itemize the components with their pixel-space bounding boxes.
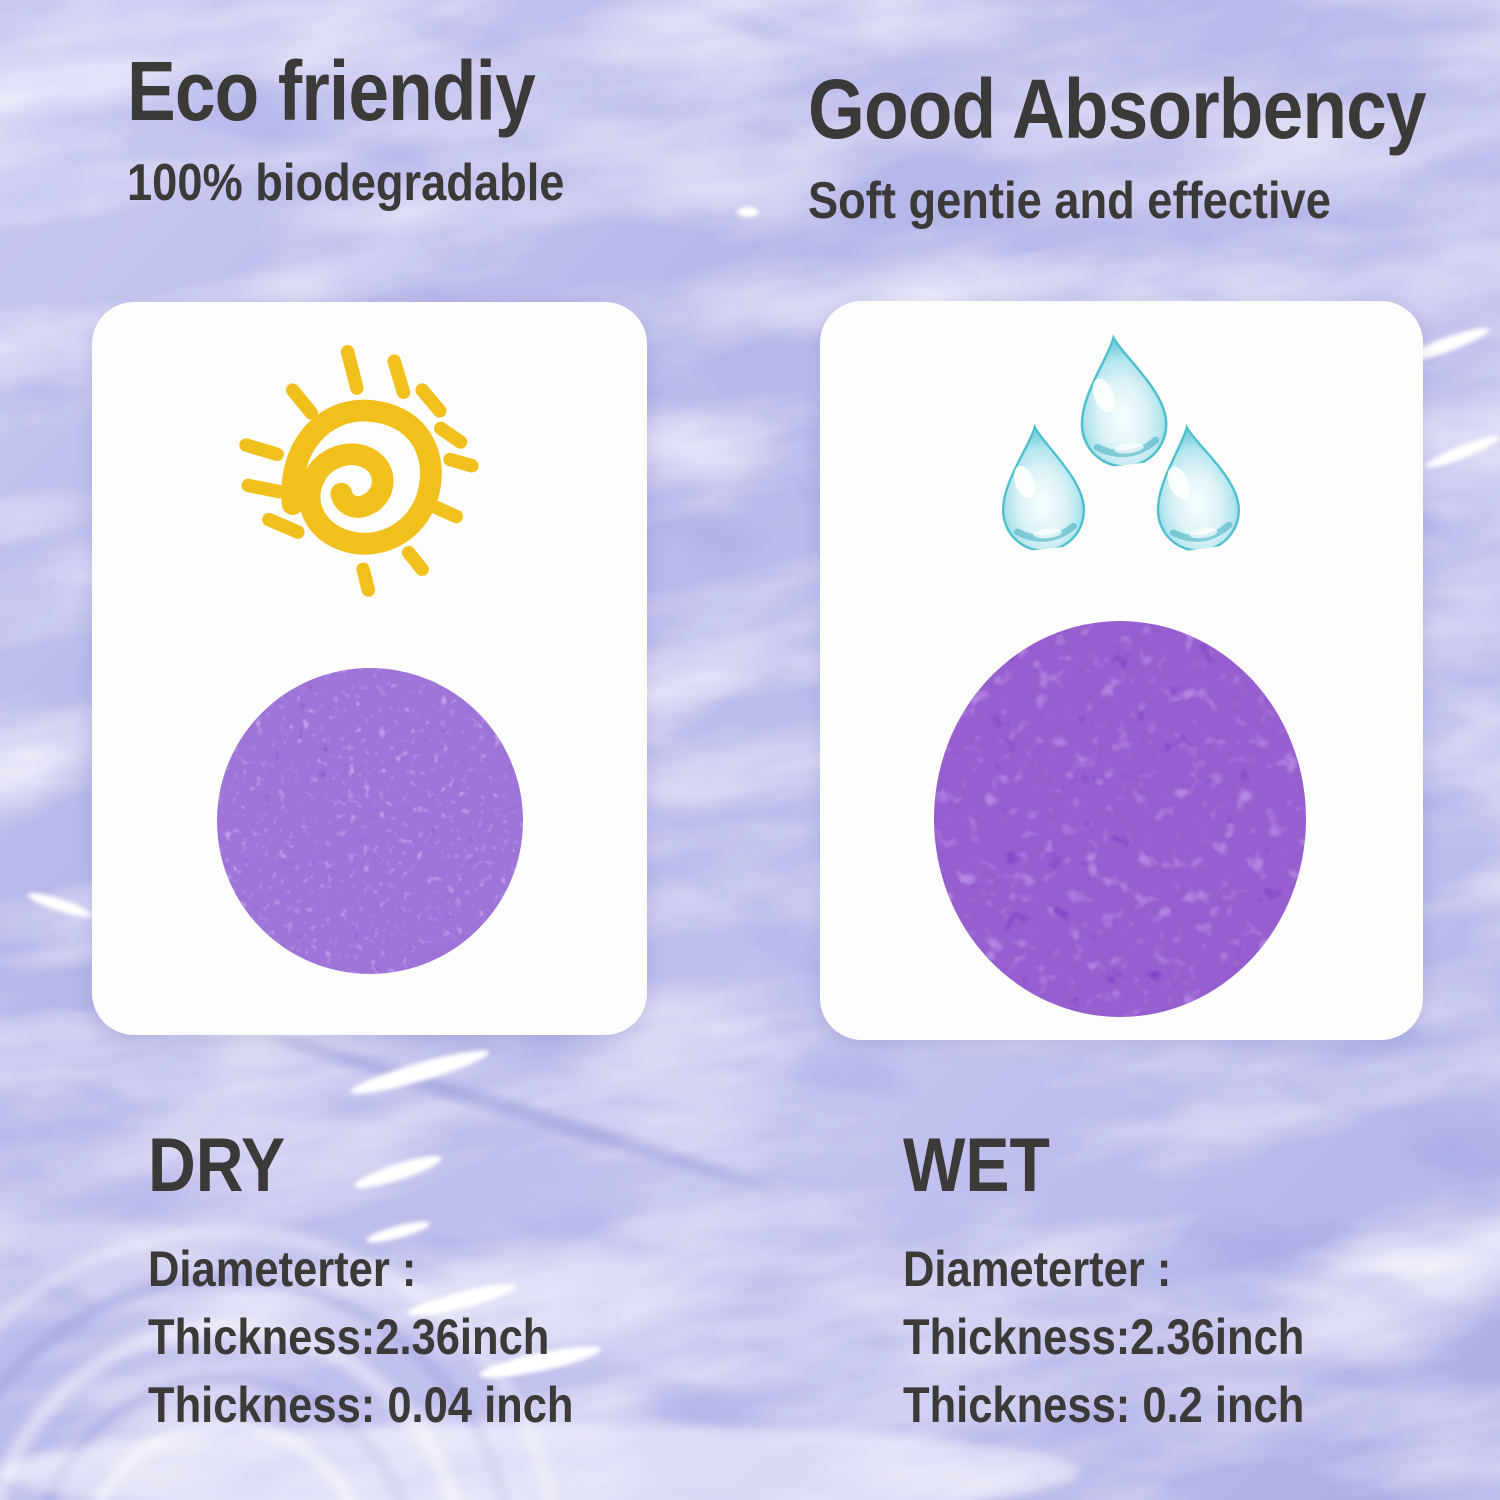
wet-thickness-line-2: Thickness: 0.2 inch bbox=[903, 1377, 1305, 1433]
water-glints bbox=[27, 207, 1500, 1378]
wet-sponge-image bbox=[934, 621, 1306, 1017]
sun-icon bbox=[210, 328, 510, 618]
eco-header: Eco friendiy 100% biodegradable bbox=[127, 46, 564, 213]
absorbency-subtitle: Soft gentie and effective bbox=[808, 171, 1331, 230]
wet-spec: WET Diameterter : Thickness:2.36inch Thi… bbox=[903, 1122, 1304, 1439]
wet-diameter-line: Diameterter : bbox=[903, 1241, 1172, 1297]
dry-card bbox=[92, 302, 647, 1035]
wet-label: WET bbox=[903, 1123, 1050, 1208]
water-drop-icon bbox=[1140, 417, 1251, 555]
wet-card bbox=[820, 301, 1423, 1040]
dry-spec: DRY Diameterter : Thickness:2.36inch Thi… bbox=[148, 1122, 574, 1439]
dry-label: DRY bbox=[148, 1123, 286, 1208]
water-drops-icon bbox=[992, 331, 1256, 557]
dry-thickness-line-2: Thickness: 0.04 inch bbox=[148, 1377, 574, 1433]
dry-diameter-line: Diameterter : bbox=[148, 1241, 417, 1297]
water-drop-icon bbox=[988, 418, 1095, 553]
absorbency-title: Good Absorbency bbox=[808, 62, 1427, 156]
dry-thickness-line-1: Thickness:2.36inch bbox=[148, 1309, 550, 1365]
wet-thickness-line-1: Thickness:2.36inch bbox=[903, 1309, 1305, 1365]
absorbency-header: Good Absorbency Soft gentie and effectiv… bbox=[808, 62, 1427, 231]
dry-sponge-image bbox=[217, 668, 523, 974]
eco-subtitle: 100% biodegradable bbox=[127, 153, 565, 212]
eco-title: Eco friendiy bbox=[127, 44, 536, 138]
